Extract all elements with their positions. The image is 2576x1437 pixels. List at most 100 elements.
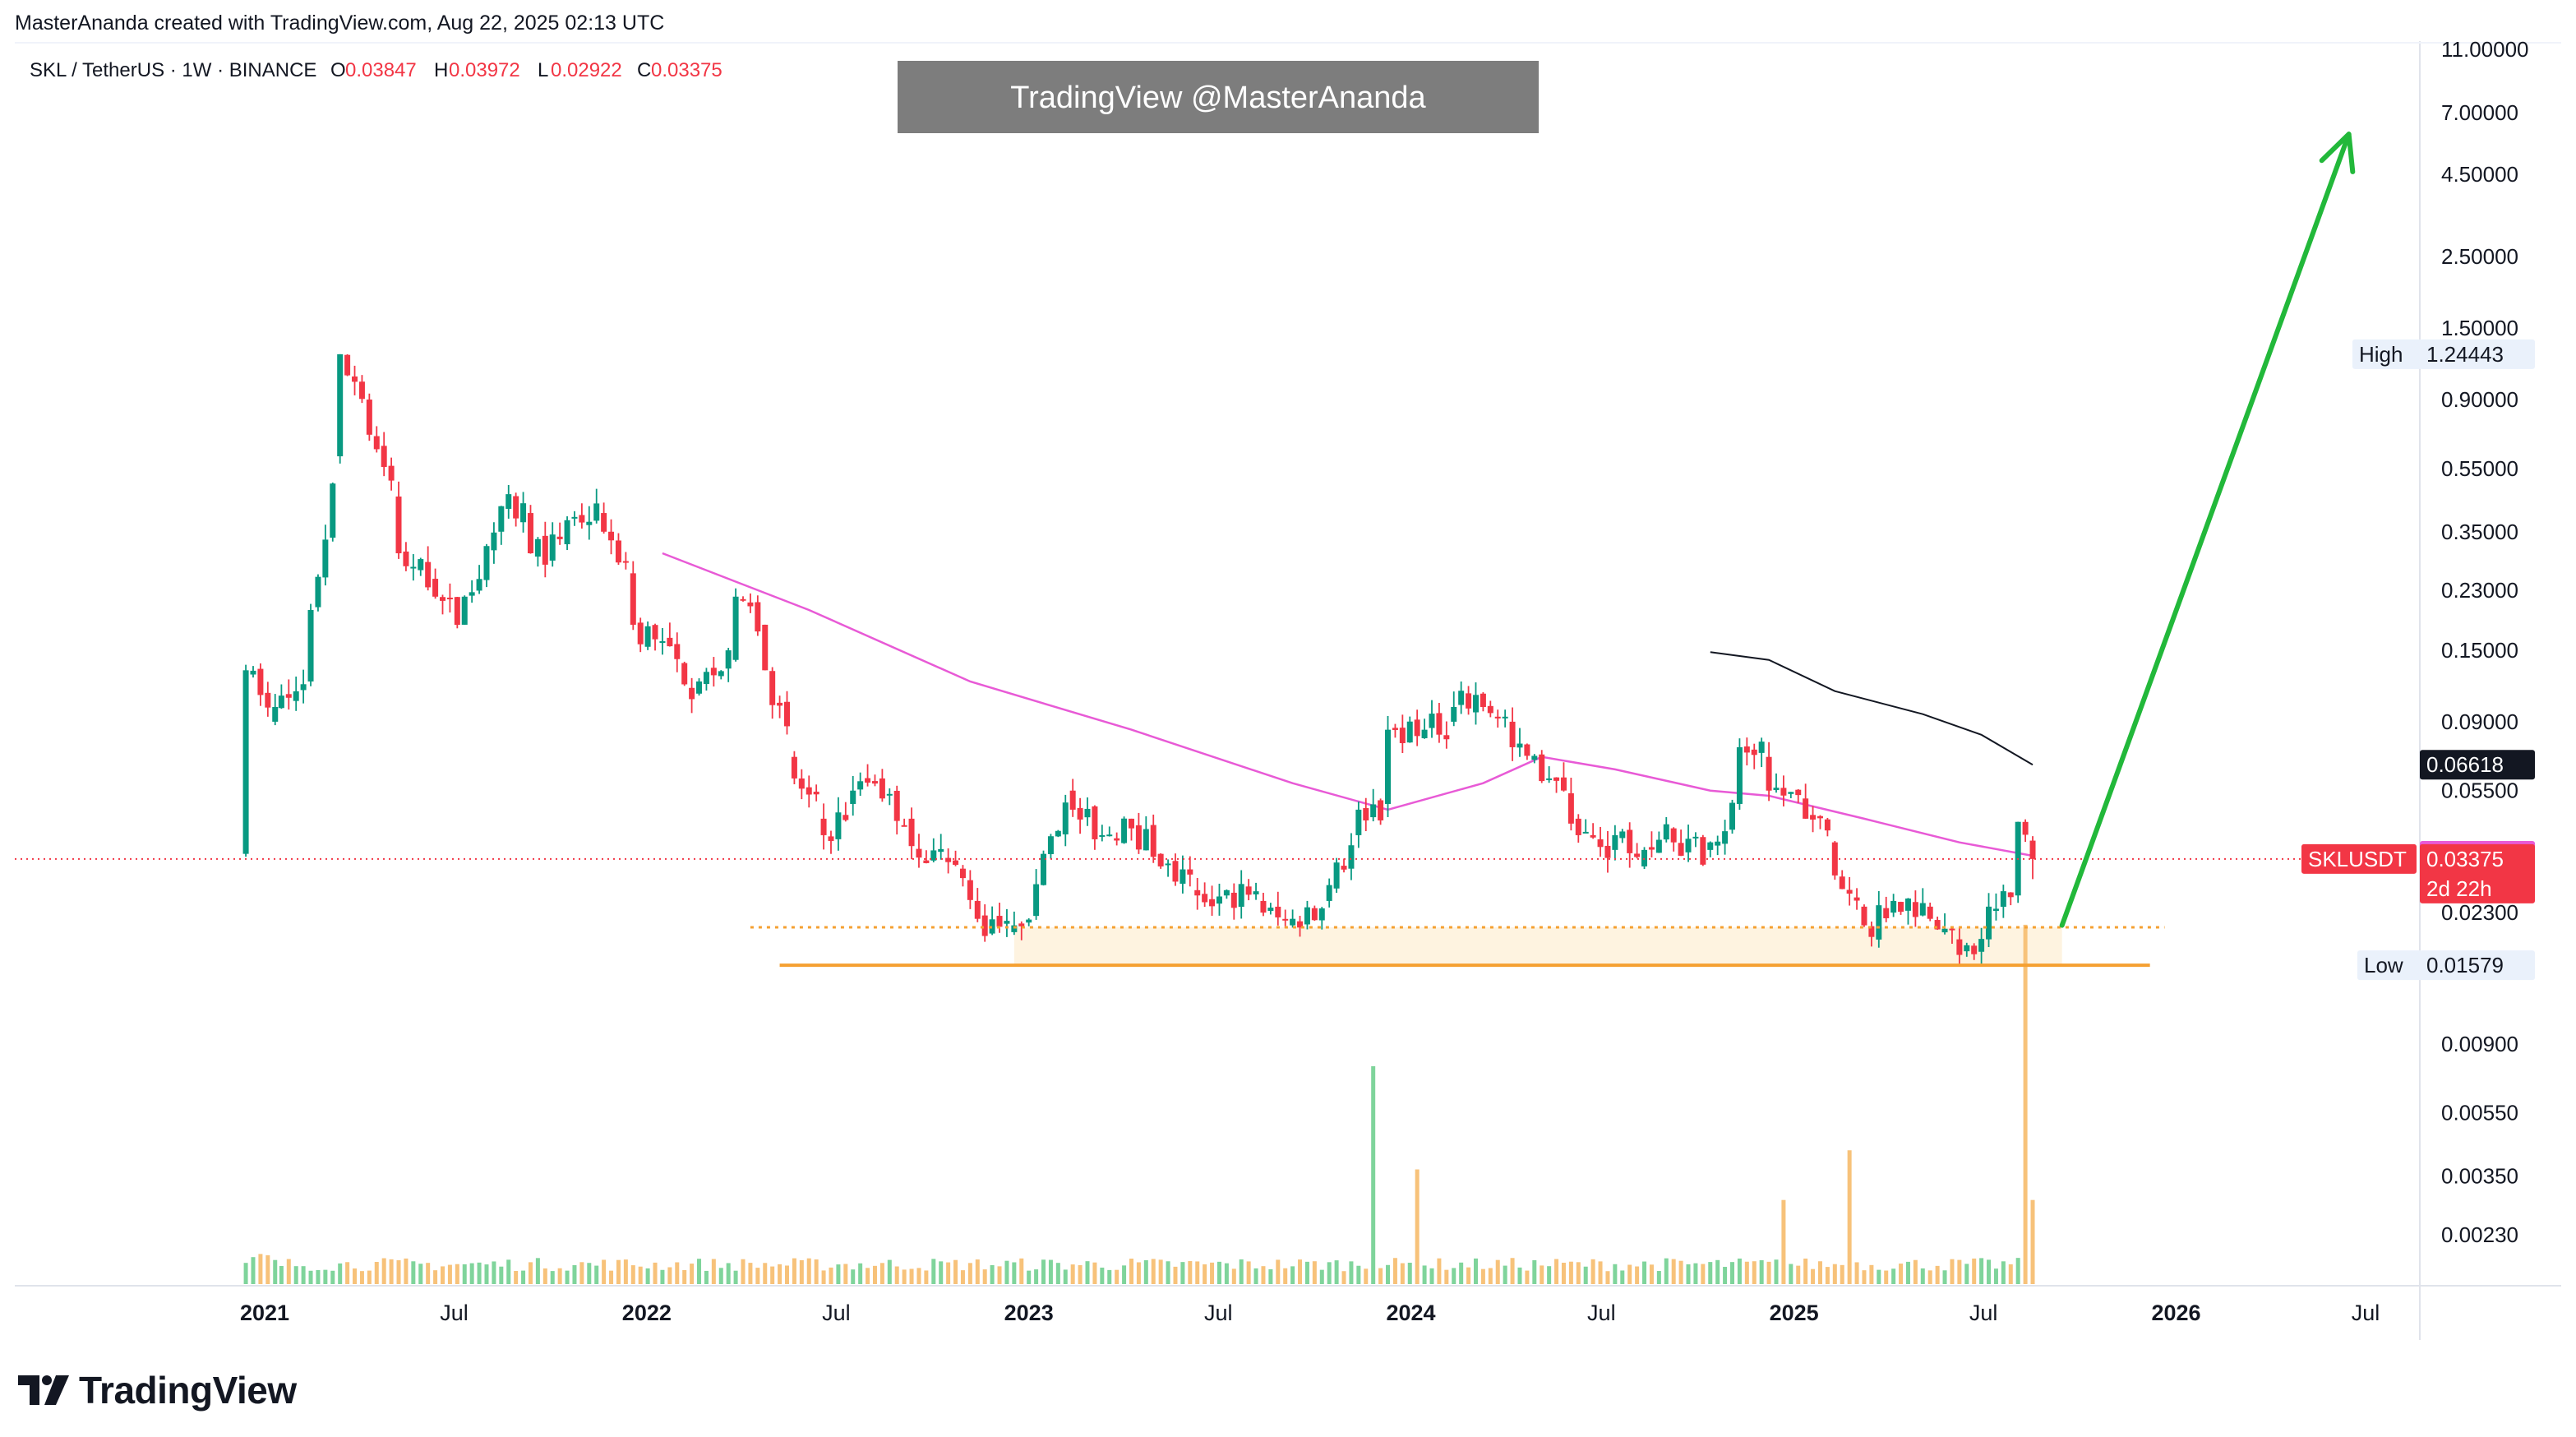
candle-body[interactable] [1429,714,1435,728]
candle-body[interactable] [1458,691,1465,705]
candle-body[interactable] [1451,706,1457,722]
candle-body[interactable] [659,640,666,643]
candle-body[interactable] [2000,891,2006,908]
candle-body[interactable] [571,516,578,519]
candle-body[interactable] [403,551,409,566]
candle-body[interactable] [1209,899,1216,907]
candle-body[interactable] [1297,921,1304,928]
candle-body[interactable] [1282,918,1289,921]
candle-body[interactable] [1392,728,1398,730]
candle-body[interactable] [747,602,754,607]
candle-body[interactable] [1934,920,1941,930]
candle-body[interactable] [1810,815,1817,820]
candle-body[interactable] [1831,842,1838,876]
candle-body[interactable] [718,671,724,677]
candle-body[interactable] [440,597,446,601]
candle-body[interactable] [1692,836,1699,839]
candle-body[interactable] [1180,869,1186,884]
candle-body[interactable] [783,701,790,727]
candle-body[interactable] [1986,906,1992,940]
candle-body[interactable] [806,787,812,795]
candle-body[interactable] [1567,792,1574,824]
candle-body[interactable] [1780,788,1787,796]
candle-body[interactable] [542,535,548,565]
candle-body[interactable] [1421,729,1428,738]
candle-body[interactable] [1172,861,1179,882]
candle-body[interactable] [996,916,1003,927]
candle-body[interactable] [1143,829,1149,851]
candle-body[interactable] [710,668,717,676]
candle-body[interactable] [388,465,395,481]
candle-body[interactable] [432,579,439,597]
candle-body[interactable] [1472,695,1479,713]
candle-body[interactable] [689,687,695,700]
candle-body[interactable] [1150,825,1156,857]
candle-body[interactable] [358,381,365,400]
candle-body[interactable] [1817,816,1823,819]
candle-body[interactable] [959,868,966,879]
candle-body[interactable] [1128,818,1134,829]
candle-body[interactable] [850,790,856,804]
candle-body[interactable] [1766,756,1772,791]
candle-body[interactable] [1854,897,1860,901]
candle-body[interactable] [1348,845,1355,869]
candle-body[interactable] [820,818,827,835]
candle-body[interactable] [1466,693,1472,709]
candle-body[interactable] [1326,885,1332,901]
candle-body[interactable] [1941,928,1948,933]
candle-body[interactable] [300,684,307,691]
candle-body[interactable] [330,483,336,538]
candle-body[interactable] [395,497,402,554]
candle-body[interactable] [1824,819,1830,831]
candle-body[interactable] [608,531,615,541]
tradingview-logo[interactable]: TradingView [18,1368,297,1412]
candle-body[interactable] [446,598,453,600]
candle-body[interactable] [1194,889,1201,896]
candle-body[interactable] [1106,834,1113,837]
candle-body[interactable] [491,532,497,551]
candle-body[interactable] [278,695,284,709]
candle-body[interactable] [1788,792,1794,794]
candle-body[interactable] [1341,866,1347,870]
candle-body[interactable] [1084,808,1091,818]
candle-body[interactable] [667,637,673,647]
candle-body[interactable] [1648,847,1655,850]
candle-body[interactable] [893,790,900,821]
candle-body[interactable] [586,521,593,525]
candle-body[interactable] [1634,853,1641,857]
candle-body[interactable] [1883,908,1890,918]
candle-body[interactable] [1655,839,1662,853]
candle-body[interactable] [1436,713,1443,735]
candle-body[interactable] [1260,900,1267,913]
candle-body[interactable] [1964,945,1970,952]
candle-body[interactable] [1553,777,1560,781]
candle-body[interactable] [1700,837,1706,865]
candle-body[interactable] [1978,939,1985,952]
candle-body[interactable] [498,506,505,532]
candle-body[interactable] [410,566,417,569]
candle-body[interactable] [923,860,930,863]
candle-body[interactable] [1992,908,1999,912]
candle-body[interactable] [549,534,556,561]
candle-body[interactable] [703,672,709,685]
candle-body[interactable] [534,538,541,557]
candle-body[interactable] [769,671,776,705]
candle-body[interactable] [1378,800,1384,820]
candle-body[interactable] [843,815,849,820]
candle-body[interactable] [777,702,783,706]
candle-body[interactable] [813,792,819,795]
candle-body[interactable] [1560,777,1567,791]
candle-body[interactable] [1839,876,1845,889]
candle-body[interactable] [974,900,981,919]
candle-body[interactable] [1370,804,1377,818]
candle-body[interactable] [293,691,299,701]
candle-body[interactable] [2022,821,2029,835]
candle-body[interactable] [916,848,922,858]
candle-body[interactable] [2007,892,2014,898]
candle-body[interactable] [242,670,249,854]
projection-arrow-head[interactable] [2319,132,2356,174]
candle-body[interactable] [1157,853,1164,866]
candle-body[interactable] [755,602,761,632]
candle-body[interactable] [1502,716,1508,718]
candle-body[interactable] [630,573,636,625]
